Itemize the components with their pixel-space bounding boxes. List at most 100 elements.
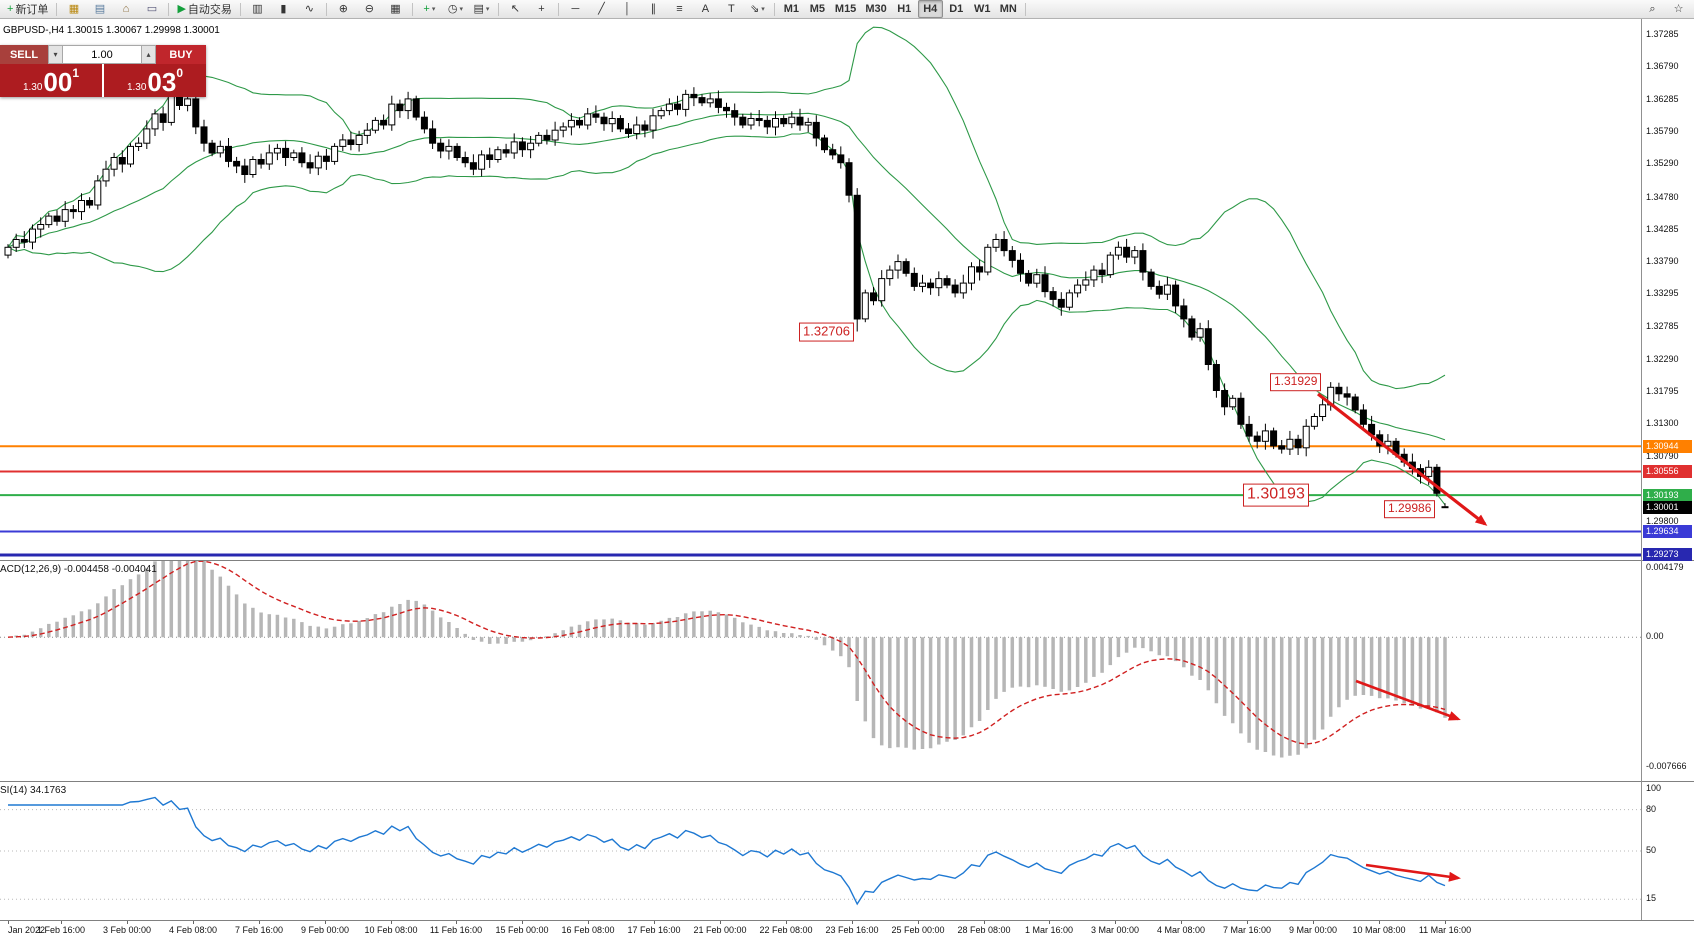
toolbar-button-label: D1	[949, 3, 964, 15]
price-chart-pane[interactable]: GBPUSD-,H4 1.30015 1.30067 1.29998 1.300…	[0, 19, 1694, 560]
trend-arrow[interactable]	[1365, 863, 1461, 882]
toolbar-separator	[411, 2, 413, 16]
rsi-pane[interactable]: SI(14) 34.1763	[0, 781, 1694, 920]
new-order-button[interactable]: + 新订单	[3, 0, 52, 18]
tf-m15-button[interactable]: M15	[831, 0, 860, 18]
search-button[interactable]: ⌕	[1640, 0, 1665, 18]
terminal-icon: ▭	[146, 2, 158, 15]
vertical-line-button[interactable]: │	[615, 0, 640, 18]
bar-chart-icon: ▥	[252, 2, 263, 15]
trend-arrow[interactable]	[1317, 392, 1488, 526]
crosshair-button[interactable]: +	[529, 0, 554, 18]
bollinger-bands[interactable]	[7, 26, 1446, 506]
price-tag-1.29634: 1.29634	[1643, 525, 1692, 538]
zoom-out-button[interactable]: ⊖	[357, 0, 382, 18]
rsi-canvas[interactable]	[0, 782, 1641, 920]
tf-m5-button[interactable]: M5	[805, 0, 830, 18]
channel-button[interactable]: ∥	[641, 0, 666, 18]
time-axis-tick	[852, 921, 853, 924]
macd-title: ACD(12,26,9) -0.004458 -0.004041	[0, 564, 157, 575]
price-annotation[interactable]: 1.32706	[799, 322, 854, 342]
bar-chart-button[interactable]: ▥	[245, 0, 270, 18]
line-chart-button[interactable]: ∿	[297, 0, 322, 18]
price-annotation[interactable]: 1.29986	[1384, 500, 1436, 518]
toolbar-button-label: M5	[809, 3, 826, 15]
tf-h4-button[interactable]: H4	[917, 0, 943, 18]
price-tag-1.30001: 1.30001	[1643, 501, 1692, 514]
zoom-in-button[interactable]: ⊕	[331, 0, 356, 18]
tf-d1-button[interactable]: D1	[944, 0, 969, 18]
toolbar-button-label: M15	[834, 3, 857, 15]
horizontal-line-button[interactable]: ─	[563, 0, 588, 18]
cursor-button[interactable]: ↖	[503, 0, 528, 18]
price-tag-1.29273: 1.29273	[1643, 548, 1692, 561]
time-axis[interactable]: Jan 2022 1 Feb 16:00 3 Feb 00:00 4 Feb 08:0…	[0, 920, 1694, 938]
toolbar-group: M1 M5 M15 M30 H1 H4 D1 W1 MN	[779, 0, 1021, 18]
auto-trading-icon: ▶	[177, 2, 186, 15]
time-axis-tick	[8, 921, 9, 924]
market-watch-icon: ▦	[68, 2, 80, 15]
time-axis-tick	[1379, 921, 1380, 924]
price-scale[interactable]: 1.37285 1.36790 1.36285 1.35790 1.35290 1.347…	[1641, 19, 1694, 920]
time-axis-tick	[588, 921, 589, 924]
sell-button[interactable]: SELL	[0, 45, 48, 64]
price-annotation[interactable]: 1.30193	[1243, 483, 1309, 507]
arrows-button[interactable]: ⇘ ▾	[745, 0, 770, 18]
trendline-button[interactable]: ╱	[589, 0, 614, 18]
time-axis-tick	[522, 921, 523, 924]
sell-price-pips: 00	[43, 67, 73, 97]
volume-down-button[interactable]: ▾	[48, 45, 63, 64]
market-watch-button[interactable]: ▦	[61, 0, 86, 18]
time-axis-tick	[1181, 921, 1182, 924]
sell-price-point: 1	[72, 66, 80, 80]
text-button[interactable]: A	[693, 0, 718, 18]
price-annotation[interactable]: 1.31929	[1270, 373, 1322, 391]
toolbar-group: ▦ ▤ ⌂ ▭	[61, 0, 164, 18]
tf-m30-button[interactable]: M30	[861, 0, 890, 18]
price-scale-tick: 1.35290	[1646, 158, 1679, 168]
price-chart-canvas[interactable]	[0, 19, 1641, 560]
indicators-button[interactable]: + ▾	[417, 0, 442, 18]
vertical-line-icon: │	[623, 2, 631, 15]
toolbar: + 新订单 ▦ ▤ ⌂ ▭ ▶ 自动交易 ▥ ▮ ∿ ⊕ ⊖ ▦ + ▾ ◷ ▾ ▤ ▾ ↖ + ─ ╱ │ ∥ ≡ A T ⇘ ▾ M1 M5…	[0, 0, 1694, 19]
line-chart-icon: ∿	[304, 2, 315, 15]
text-icon: A	[701, 2, 710, 15]
time-axis-label: 11 Mar 16:00	[1418, 925, 1472, 935]
favorites-button[interactable]: ☆	[1666, 0, 1691, 18]
buy-price-pips: 03	[147, 67, 177, 97]
tf-m1-button[interactable]: M1	[779, 0, 804, 18]
periods-button[interactable]: ◷ ▾	[443, 0, 468, 18]
navigator-button[interactable]: ⌂	[113, 0, 138, 18]
macd-canvas[interactable]	[0, 561, 1641, 781]
tile-windows-button[interactable]: ▦	[383, 0, 408, 18]
trendline-icon: ╱	[598, 2, 605, 15]
toolbar-button-label: H4	[923, 3, 938, 15]
data-window-button[interactable]: ▤	[87, 0, 112, 18]
trend-arrow[interactable]	[1355, 679, 1461, 721]
tf-w1-button[interactable]: W1	[970, 0, 995, 18]
sell-price-display[interactable]: 1.30 00 1	[0, 64, 102, 97]
tf-mn-button[interactable]: MN	[996, 0, 1021, 18]
text-label-button[interactable]: T	[719, 0, 744, 18]
volume-up-button[interactable]: ▴	[141, 45, 156, 64]
buy-price-display[interactable]: 1.30 03 0	[104, 64, 206, 97]
chevron-down-icon: ▾	[431, 6, 436, 13]
buy-button[interactable]: BUY	[156, 45, 206, 64]
candlestick-chart-button[interactable]: ▮	[271, 0, 296, 18]
volume-input[interactable]	[63, 45, 141, 64]
macd-pane[interactable]: ACD(12,26,9) -0.004458 -0.004041	[0, 560, 1694, 781]
time-axis-label: 17 Feb 16:00	[627, 925, 681, 935]
time-axis-label: 10 Mar 08:00	[1352, 925, 1406, 935]
rsi-scale-label: 80	[1646, 804, 1657, 814]
terminal-button[interactable]: ▭	[139, 0, 164, 18]
fibonacci-button[interactable]: ≡	[667, 0, 692, 18]
time-axis-label: 7 Feb 16:00	[234, 925, 284, 935]
toolbar-separator	[56, 2, 58, 16]
auto-trading-button[interactable]: ▶ 自动交易	[173, 0, 235, 18]
fibonacci-icon: ≡	[676, 2, 683, 15]
time-axis-tick	[1247, 921, 1248, 924]
time-axis-label: 28 Feb 08:00	[957, 925, 1011, 935]
tf-h1-button[interactable]: H1	[892, 0, 917, 18]
time-axis-tick	[259, 921, 260, 924]
templates-button[interactable]: ▤ ▾	[469, 0, 494, 18]
